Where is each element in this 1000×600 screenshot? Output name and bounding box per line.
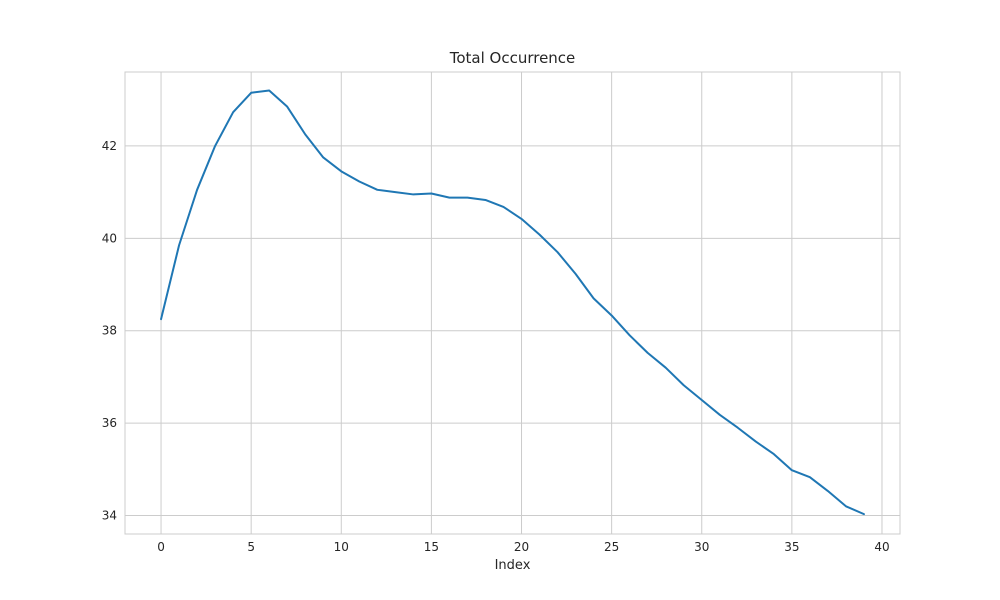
y-tick-label: 38 — [102, 324, 117, 338]
y-tick-label: 40 — [102, 231, 117, 245]
plot-frame — [124, 71, 901, 535]
x-tick-label: 30 — [694, 540, 709, 554]
x-tick-label: 10 — [334, 540, 349, 554]
x-tick-label: 5 — [247, 540, 255, 554]
chart-title: Total Occurrence — [449, 49, 576, 67]
x-axis-label: Index — [495, 558, 531, 573]
x-gridlines — [160, 72, 883, 534]
y-tick-label: 42 — [102, 139, 117, 153]
x-tick-labels: 0 5 10 15 20 25 30 35 40 — [157, 540, 889, 554]
x-tick-label: 40 — [874, 540, 889, 554]
x-tick-label: 25 — [604, 540, 619, 554]
x-tick-label: 20 — [514, 540, 529, 554]
y-tick-label: 36 — [102, 416, 117, 430]
y-tick-label: 34 — [102, 509, 117, 523]
x-tick-label: 35 — [784, 540, 799, 554]
series-line — [160, 89, 865, 516]
y-tick-labels: 34 36 38 40 42 — [102, 139, 117, 523]
x-tick-label: 15 — [424, 540, 439, 554]
y-gridlines — [125, 145, 900, 517]
x-tick-label: 0 — [157, 540, 165, 554]
